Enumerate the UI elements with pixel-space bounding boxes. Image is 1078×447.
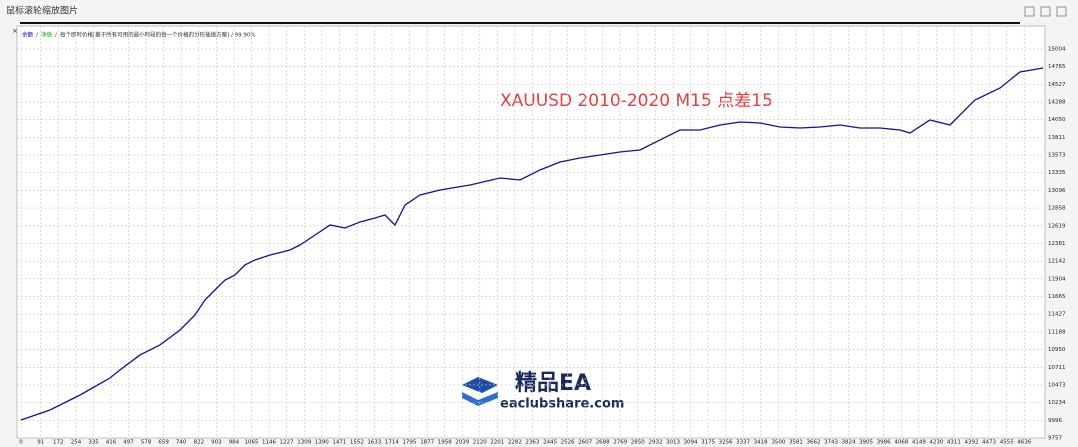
x-tick-label: 2363 — [525, 440, 539, 446]
window-title: 鼠标滚轮缩放图片 — [6, 5, 78, 17]
x-tick-label: 740 — [176, 440, 187, 446]
x-tick-label: 1633 — [367, 440, 381, 446]
y-tick-label: 13573 — [1048, 153, 1066, 159]
x-tick-label: 1471 — [332, 440, 346, 446]
legend-entry: 余额 — [22, 31, 34, 39]
legend: 余额 / 净值 / 每个即时价格[基于所有可用的最小时段的每一个价格的分形插值方案] /… — [22, 31, 256, 39]
x-tick-label: 3094 — [684, 440, 698, 446]
y-tick-label: 12381 — [1048, 241, 1066, 247]
x-tick-label: 4392 — [964, 440, 978, 446]
y-tick-label: 10711 — [1048, 365, 1066, 371]
x-tick-label: 172 — [53, 440, 64, 446]
x-tick-label: 2850 — [631, 440, 645, 446]
y-tick-label: 10234 — [1048, 400, 1066, 406]
y-tick-label: 9996 — [1048, 418, 1062, 424]
x-tick-label: 3986 — [877, 440, 891, 446]
watermark-url: eaclubshare.com — [500, 397, 624, 412]
x-tick-label: 1958 — [438, 440, 452, 446]
y-tick-label: 14050 — [1048, 117, 1066, 123]
x-tick-label: 2282 — [508, 440, 522, 446]
x-tick-label: 1227 — [280, 440, 294, 446]
x-tick-label: 91 — [37, 440, 44, 446]
x-tick-label: 2445 — [543, 440, 557, 446]
x-tick-label: 1714 — [385, 440, 399, 446]
y-tick-label: 11665 — [1048, 294, 1066, 300]
x-tick-label: 2688 — [596, 440, 610, 446]
y-tick-label: 14288 — [1048, 100, 1066, 106]
x-tick-label: 4473 — [982, 440, 996, 446]
x-tick-label: 2201 — [490, 440, 504, 446]
y-tick-label: 11188 — [1048, 329, 1066, 335]
y-tick-label: 11904 — [1048, 276, 1066, 282]
x-tick-label: 3013 — [666, 440, 680, 446]
x-tick-label: 4636 — [1017, 440, 1031, 446]
annotation: XAUUSD 2010-2020 M15 点差15 — [500, 91, 773, 111]
watermark-title: 精品EA — [515, 370, 591, 396]
close-mark[interactable]: × — [12, 27, 18, 35]
legend-separator: / — [36, 33, 38, 39]
x-tick-label: 659 — [158, 440, 169, 446]
y-tick-label: 12619 — [1048, 223, 1066, 229]
x-tick-label: 984 — [229, 440, 240, 446]
y-tick-label: 13335 — [1048, 170, 1066, 176]
x-tick-label: 0 — [19, 440, 23, 446]
x-tick-label: 903 — [211, 440, 222, 446]
y-tick-label: 14527 — [1048, 82, 1066, 88]
x-tick-label: 254 — [71, 440, 82, 446]
x-tick-label: 3500 — [771, 440, 785, 446]
x-tick-label: 3905 — [859, 440, 873, 446]
x-tick-label: 1795 — [402, 440, 416, 446]
x-tick-label: 3418 — [754, 440, 768, 446]
equity-line — [20, 67, 1044, 421]
x-tick-label: 4555 — [1000, 440, 1014, 446]
x-tick-label: 3581 — [789, 440, 803, 446]
y-tick-label: 9757 — [1048, 436, 1062, 442]
x-tick-label: 4230 — [929, 440, 943, 446]
x-tick-label: 497 — [123, 440, 134, 446]
y-tick-label: 13096 — [1048, 188, 1066, 194]
x-tick-label: 4311 — [947, 440, 961, 446]
x-tick-label: 3662 — [806, 440, 820, 446]
plot-area — [16, 25, 1046, 439]
x-tick-label: 3743 — [824, 440, 838, 446]
y-tick-label: 15004 — [1048, 46, 1066, 52]
y-tick-label: 10473 — [1048, 382, 1066, 388]
x-tick-label: 1390 — [315, 440, 329, 446]
x-tick-label: 2039 — [455, 440, 469, 446]
x-tick-label: 578 — [141, 440, 152, 446]
x-tick-label: 2932 — [649, 440, 663, 446]
x-tick-label: 2769 — [613, 440, 627, 446]
y-tick-label: 12858 — [1048, 206, 1066, 212]
window-buttons[interactable] — [1024, 6, 1067, 17]
x-tick-label: 1552 — [350, 440, 364, 446]
x-tick-label: 2526 — [561, 440, 575, 446]
y-tick-label: 14765 — [1048, 64, 1066, 70]
x-tick-label: 1877 — [420, 440, 434, 446]
x-tick-label: 4068 — [894, 440, 908, 446]
x-tick-label: 416 — [106, 440, 117, 446]
legend-separator: / — [55, 33, 57, 39]
x-tick-label: 1309 — [297, 440, 311, 446]
x-tick-label: 3256 — [719, 440, 733, 446]
x-tick-label: 335 — [88, 440, 99, 446]
x-tick-label: 1146 — [262, 440, 276, 446]
y-tick-label: 12142 — [1048, 259, 1066, 265]
y-tick-label: 10950 — [1048, 347, 1066, 353]
legend-entry: 净值 — [41, 31, 53, 39]
x-tick-label: 4149 — [912, 440, 926, 446]
info-text: 每个即时价格[基于所有可用的最小时段的每一个价格的分形插值方案] / 99.90… — [60, 31, 256, 39]
x-tick-label: 1065 — [244, 440, 258, 446]
x-tick-label: 2120 — [473, 440, 487, 446]
x-tick-label: 2607 — [578, 440, 592, 446]
x-tick-label: 822 — [194, 440, 205, 446]
y-tick-label: 11427 — [1048, 312, 1066, 318]
x-tick-label: 3337 — [736, 440, 750, 446]
x-tick-label: 3175 — [701, 440, 715, 446]
x-tick-label: 3824 — [842, 440, 856, 446]
y-tick-label: 13811 — [1048, 135, 1066, 141]
